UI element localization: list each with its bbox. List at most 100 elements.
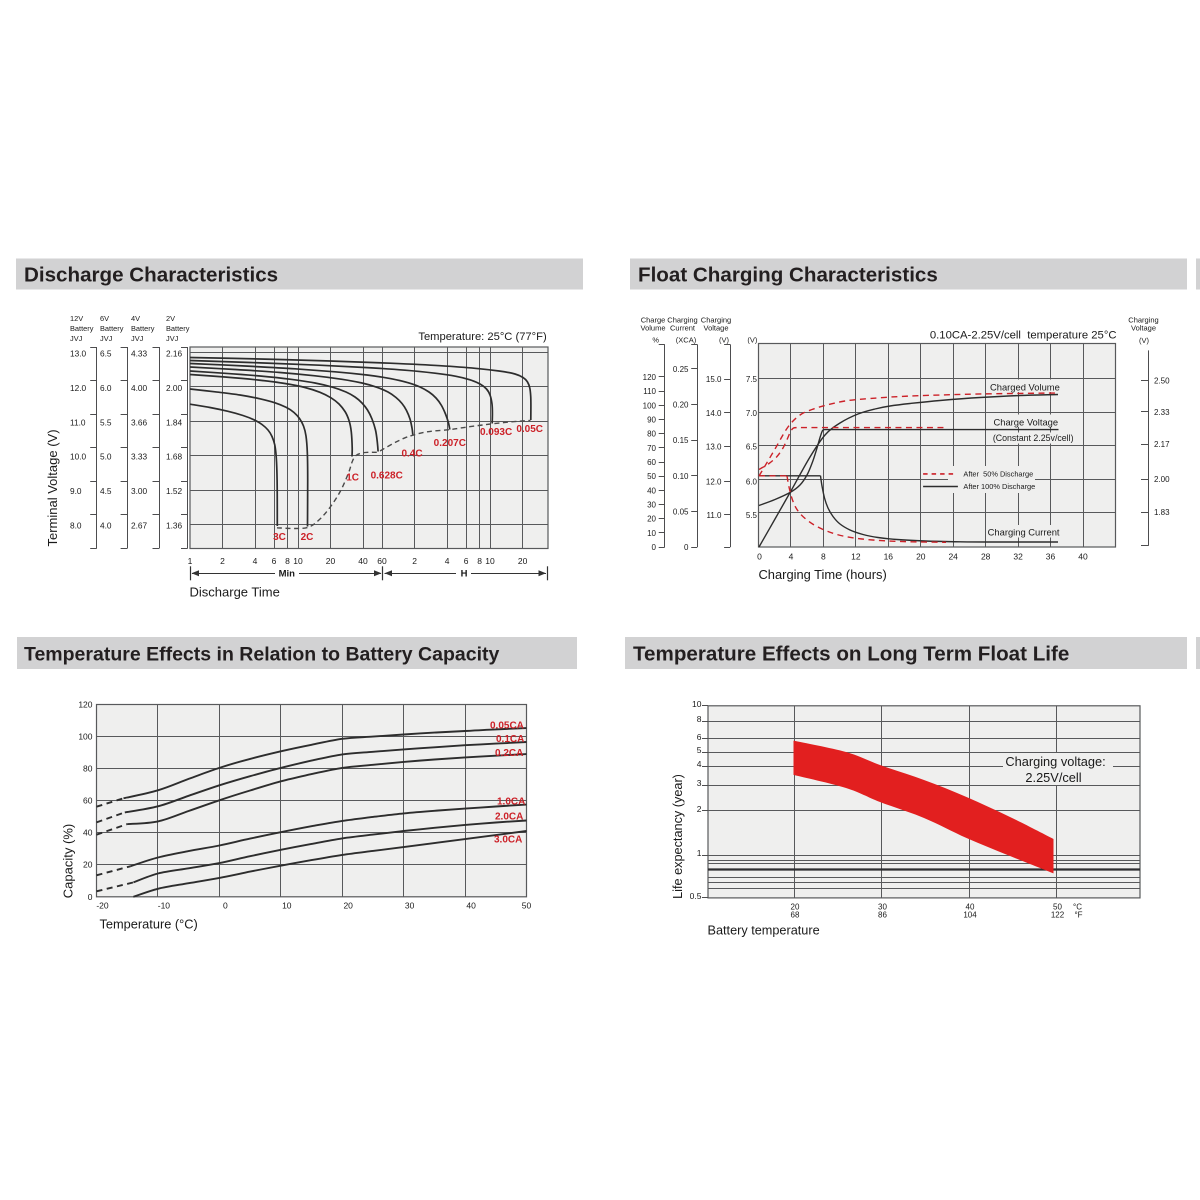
svg-text:JVJ: JVJ [131,334,144,343]
svg-text:0: 0 [757,552,762,562]
svg-text:Charging: Charging [1128,316,1158,325]
svg-text:3.66: 3.66 [131,417,148,427]
svg-text:8.0: 8.0 [70,521,82,531]
svg-text:1.0CA: 1.0CA [497,797,525,808]
svg-text:0.15: 0.15 [673,436,689,445]
svg-text:0.05C: 0.05C [516,424,543,435]
svg-text:30: 30 [647,501,656,510]
svg-text:1.36: 1.36 [166,521,183,531]
svg-text:Temperature Effects in Relatio: Temperature Effects in Relation to Batte… [24,644,499,666]
svg-text:12.0: 12.0 [70,383,87,393]
svg-text:20: 20 [647,515,656,524]
svg-text:1C: 1C [346,473,359,484]
svg-text:(V): (V) [747,336,758,345]
svg-text:70: 70 [647,444,656,453]
svg-text:30: 30 [405,901,415,911]
svg-text:3C: 3C [273,532,286,543]
svg-text:4V: 4V [131,314,140,323]
svg-text:0: 0 [684,543,689,552]
svg-text:Battery: Battery [166,324,190,333]
svg-text:4.00: 4.00 [131,383,148,393]
svg-text:2.00: 2.00 [166,383,183,393]
svg-text:3.00: 3.00 [131,486,148,496]
svg-text:24: 24 [948,552,958,562]
svg-text:°C: °C [1073,902,1082,911]
svg-text:0.25: 0.25 [673,365,689,374]
svg-text:8: 8 [285,556,290,566]
svg-text:20: 20 [326,556,336,566]
svg-text:0: 0 [88,892,93,902]
svg-text:Float Charging Characteristics: Float Charging Characteristics [638,264,938,287]
svg-text:40: 40 [966,902,975,911]
svg-text:1: 1 [188,556,193,566]
svg-text:50: 50 [647,472,656,481]
svg-text:2C: 2C [301,532,314,543]
svg-text:36: 36 [1046,552,1056,562]
svg-text:16: 16 [884,552,894,562]
svg-text:8: 8 [697,714,702,724]
svg-text:6.0: 6.0 [100,383,112,393]
svg-text:6: 6 [697,732,702,742]
svg-text:50: 50 [1053,902,1062,911]
svg-text:1.83: 1.83 [1154,508,1170,517]
svg-text:110: 110 [643,387,656,396]
svg-text:40: 40 [1078,552,1088,562]
svg-text:100: 100 [78,731,92,741]
svg-text:14.0: 14.0 [706,409,722,418]
svg-text:20: 20 [791,902,800,911]
svg-text:30: 30 [878,902,887,911]
svg-text:60: 60 [377,556,387,566]
svg-text:Temperature Effects on Long Te: Temperature Effects on Long Term Float L… [633,643,1069,666]
svg-text:2.33: 2.33 [1154,408,1170,417]
svg-text:2.00: 2.00 [1154,475,1170,484]
svg-text:(XCA): (XCA) [676,336,697,345]
svg-text:28: 28 [981,552,991,562]
svg-text:Battery: Battery [131,324,155,333]
svg-text:Current: Current [670,324,696,333]
svg-text:40: 40 [466,901,476,911]
svg-text:6: 6 [272,556,277,566]
svg-text:%: % [652,336,659,345]
svg-text:4.0: 4.0 [100,521,112,531]
svg-text:0.10: 0.10 [673,472,689,481]
svg-text:JVJ: JVJ [100,334,113,343]
svg-text:0: 0 [223,901,228,911]
svg-text:5: 5 [697,745,702,755]
svg-text:0.628C: 0.628C [371,471,403,482]
svg-text:After 50% Discharge: After 50% Discharge [963,470,1033,479]
svg-text:JVJ: JVJ [166,334,179,343]
svg-text:Capacity (%): Capacity (%) [61,824,76,898]
svg-text:1.68: 1.68 [166,452,183,462]
svg-text:1.52: 1.52 [166,486,183,496]
svg-text:90: 90 [647,416,656,425]
svg-text:3.0CA: 3.0CA [494,835,522,846]
svg-text:100: 100 [643,401,657,410]
svg-text:Min: Min [279,569,296,580]
svg-text:6V: 6V [100,314,109,323]
svg-text:3: 3 [697,778,702,788]
svg-text:40: 40 [83,828,93,838]
svg-text:2: 2 [697,804,702,814]
svg-text:122: 122 [1051,910,1065,919]
svg-text:2.50: 2.50 [1154,376,1170,385]
svg-text:(V): (V) [719,336,730,345]
svg-text:2V: 2V [166,314,175,323]
svg-text:60: 60 [83,796,93,806]
svg-text:20: 20 [518,556,528,566]
svg-text:0.4C: 0.4C [401,449,422,460]
svg-text:20: 20 [343,901,353,911]
svg-text:13.0: 13.0 [70,349,87,359]
svg-text:80: 80 [83,764,93,774]
svg-text:7.5: 7.5 [746,375,758,384]
svg-text:Temperature (°C): Temperature (°C) [100,917,198,932]
svg-text:120: 120 [78,699,92,709]
svg-text:6.0: 6.0 [746,478,758,487]
svg-text:5.5: 5.5 [746,511,758,520]
svg-text:6: 6 [464,556,469,566]
svg-text:Charging voltage:: Charging voltage: [1005,754,1105,769]
svg-text:0.10CA-2.25V/cell temperature: 0.10CA-2.25V/cell temperature 25°C [930,329,1117,341]
svg-text:10: 10 [692,699,702,709]
svg-text:H: H [461,569,468,580]
svg-text:12: 12 [851,552,861,562]
svg-text:0.5: 0.5 [690,891,702,901]
